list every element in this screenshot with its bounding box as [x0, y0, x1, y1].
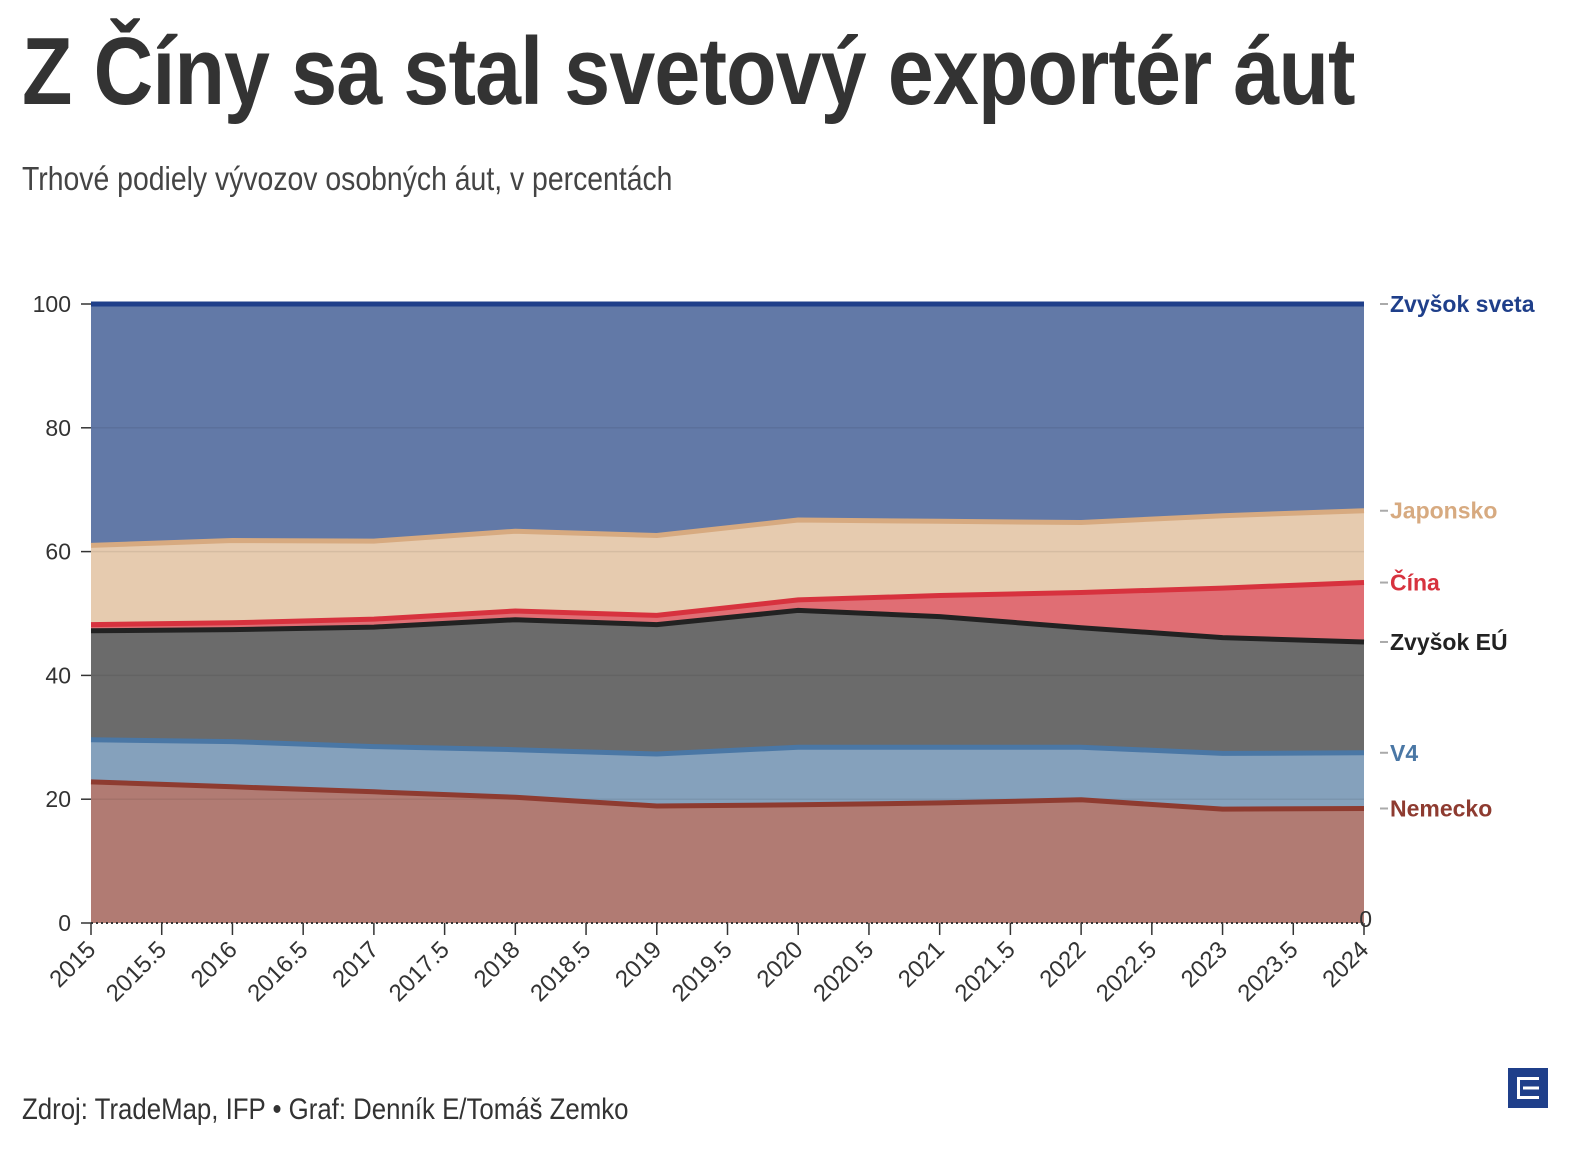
chart-title: Z Číny sa stal svetový exportér áut [22, 18, 1356, 125]
series-label-v4: V4 [1390, 740, 1418, 766]
area-nemecko [91, 781, 1364, 923]
line-zvyšok-eú [90, 607, 1365, 645]
zero-annotation: 0 [1359, 906, 1372, 932]
series-label-nemecko: Nemecko [1390, 795, 1492, 821]
grid-lines [91, 427, 1364, 800]
x-tick-label: 2023 [1176, 936, 1233, 993]
line-čína [90, 580, 1365, 628]
area-zvyšok-sveta [91, 304, 1364, 546]
source-note: Zdroj: TradeMap, IFP • Graf: Denník E/To… [22, 1093, 629, 1126]
series-areas [91, 304, 1364, 923]
series-label-zvyšok-eú: Zvyšok EÚ [1390, 628, 1508, 655]
chart-subtitle: Trhové podiely vývozov osobných áut, v p… [22, 160, 673, 197]
x-tick-label: 2020 [752, 936, 809, 993]
series-labels: Nemecko V4 Zvyšok EÚ Čína Japonsko Zvyšok sve… [1380, 291, 1535, 821]
y-tick-label: 40 [45, 662, 71, 688]
x-tick-label: 2019.5 [667, 936, 738, 1007]
x-tick-label: 2021.5 [950, 936, 1021, 1007]
x-tick-label: 2024 [1317, 936, 1374, 993]
x-tick-label: 2019 [610, 936, 667, 993]
stacked-area-chart: 0 20 40 60 80 100 2015 2015.5 2016 2016.5 2017 2017… [33, 291, 1535, 1007]
x-tick-label: 2022.5 [1091, 936, 1162, 1007]
x-tick-label: 2021 [893, 936, 950, 993]
x-tick-label: 2015.5 [101, 936, 172, 1007]
y-tick-label: 100 [33, 291, 71, 317]
e-logo-icon [1508, 1068, 1548, 1108]
series-label-čína: Čína [1390, 569, 1440, 596]
x-tick-label: 2016 [186, 936, 243, 993]
series-label-zvyšok-sveta: Zvyšok sveta [1390, 291, 1535, 317]
x-tick-label: 2017 [327, 936, 384, 993]
y-tick-label: 20 [45, 786, 71, 812]
x-tick-label: 2018 [469, 936, 526, 993]
area-čína [91, 582, 1364, 642]
y-tick-label: 80 [45, 415, 71, 441]
series-label-japonsko: Japonsko [1390, 498, 1497, 524]
x-tick-label: 2023.5 [1233, 936, 1304, 1007]
line-v4 [90, 737, 1365, 757]
x-tick-label: 2018.5 [525, 936, 596, 1007]
line-nemecko [90, 779, 1365, 812]
x-tick-label: 2017.5 [384, 936, 455, 1007]
x-tick-label: 2016.5 [242, 936, 313, 1007]
area-zvyšok-eú [91, 610, 1364, 754]
x-tick-label: 2015 [44, 936, 101, 993]
y-tick-label: 0 [58, 910, 71, 936]
series-lines [90, 301, 1365, 812]
x-tick-label: 2020.5 [808, 936, 879, 1007]
y-tick-label: 60 [45, 539, 71, 565]
x-tick-label: 2022 [1035, 936, 1092, 993]
line-japonsko [90, 508, 1365, 548]
